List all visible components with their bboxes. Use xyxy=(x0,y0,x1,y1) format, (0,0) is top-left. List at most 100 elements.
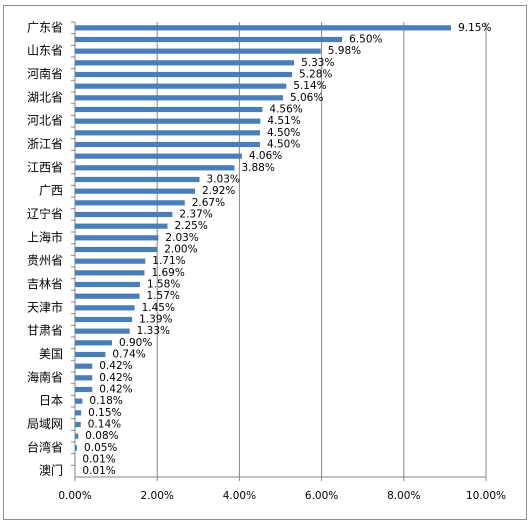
bar xyxy=(75,36,343,43)
value-label: 1.39% xyxy=(139,314,172,326)
bar xyxy=(75,316,133,323)
value-label: 2.37% xyxy=(179,209,212,221)
bar xyxy=(75,375,93,381)
y-tick-label: 浙江省 xyxy=(27,137,63,151)
value-label: 4.56% xyxy=(269,104,302,116)
y-tick-label: 江西省 xyxy=(27,160,63,174)
value-label: 1.33% xyxy=(137,325,170,337)
value-label: 0.05% xyxy=(84,442,117,454)
x-tick-label: 4.00% xyxy=(223,490,256,502)
y-tick-label: 美国 xyxy=(39,347,63,361)
bar xyxy=(75,281,140,288)
y-tick-label: 甘肃省 xyxy=(27,324,63,338)
value-label: 1.71% xyxy=(152,255,185,267)
x-tick-label: 10.00% xyxy=(466,490,506,502)
x-tick-label: 0.00% xyxy=(58,490,91,502)
bar xyxy=(75,293,140,299)
bar xyxy=(75,200,185,206)
value-label: 0.14% xyxy=(88,419,121,431)
bar xyxy=(75,71,293,78)
value-label: 3.03% xyxy=(207,174,240,186)
value-label: 2.67% xyxy=(192,197,225,209)
y-tick-label: 广东省 xyxy=(27,20,63,34)
y-tick-label: 台湾省 xyxy=(27,439,63,454)
bar xyxy=(75,25,452,31)
y-tick-label: 澳门 xyxy=(39,463,63,478)
bar xyxy=(75,351,106,358)
value-label: 0.01% xyxy=(82,465,115,477)
bar xyxy=(75,130,260,136)
bar xyxy=(75,48,321,54)
bar xyxy=(75,223,168,229)
value-label: 0.15% xyxy=(88,407,121,419)
bar xyxy=(75,188,196,194)
y-tick-label: 河北省 xyxy=(27,114,63,128)
value-label: 1.69% xyxy=(151,267,184,279)
y-tick-label: 日本 xyxy=(39,394,63,408)
bar xyxy=(75,386,93,393)
bar xyxy=(75,340,112,346)
value-label: 2.00% xyxy=(164,244,197,256)
bar xyxy=(75,153,242,159)
value-label: 0.18% xyxy=(89,395,122,407)
y-tick-label: 山东省 xyxy=(27,44,63,58)
value-label: 1.57% xyxy=(147,290,180,302)
bar xyxy=(75,83,287,89)
y-tick-label: 上海市 xyxy=(27,229,63,244)
bar xyxy=(75,445,78,451)
y-tick-label: 湖北省 xyxy=(27,89,63,104)
y-tick-label: 辽宁省 xyxy=(27,206,63,221)
value-label: 4.06% xyxy=(249,150,282,162)
value-label: 5.98% xyxy=(328,45,361,57)
bar xyxy=(75,60,295,66)
bar xyxy=(75,363,93,369)
bar xyxy=(75,118,261,124)
y-tick-label: 吉林省 xyxy=(27,277,63,291)
bar xyxy=(75,106,263,113)
bar xyxy=(75,328,130,334)
bar xyxy=(75,305,135,311)
value-label: 1.58% xyxy=(147,279,180,291)
value-label: 5.33% xyxy=(301,57,334,69)
bar xyxy=(75,176,200,183)
value-label: 2.92% xyxy=(202,185,235,197)
value-label: 0.74% xyxy=(112,349,145,361)
y-tick-label: 天津市 xyxy=(27,299,63,314)
value-label: 5.06% xyxy=(290,92,323,104)
y-tick-label: 广西 xyxy=(39,184,63,198)
value-label: 0.42% xyxy=(99,360,132,372)
bar xyxy=(75,270,145,276)
y-tick-label: 贵州省 xyxy=(27,254,63,268)
x-tick-label: 8.00% xyxy=(387,490,420,502)
bar xyxy=(75,211,173,218)
value-label: 5.14% xyxy=(293,80,326,92)
bar xyxy=(75,258,146,264)
value-label: 0.01% xyxy=(82,454,115,466)
value-label: 0.08% xyxy=(85,430,118,442)
bar xyxy=(75,235,159,241)
bar xyxy=(75,421,81,428)
x-tick-label: 2.00% xyxy=(141,490,174,502)
bar xyxy=(75,95,283,101)
value-label: 9.15% xyxy=(458,22,491,34)
x-tick-label: 6.00% xyxy=(305,490,338,502)
y-tick-label: 海南省 xyxy=(27,369,63,384)
value-label: 0.42% xyxy=(99,384,132,396)
value-label: 3.88% xyxy=(241,162,274,174)
bar xyxy=(75,246,158,253)
bar xyxy=(75,410,82,416)
y-tick-label: 河南省 xyxy=(27,66,63,81)
bar xyxy=(75,398,83,404)
value-label: 5.28% xyxy=(299,69,332,81)
bar xyxy=(75,433,79,439)
value-label: 6.50% xyxy=(349,34,382,46)
bar xyxy=(75,141,260,148)
value-label: 1.45% xyxy=(142,302,175,314)
value-label: 2.25% xyxy=(174,220,207,232)
value-label: 0.42% xyxy=(99,372,132,384)
value-label: 4.50% xyxy=(267,139,300,151)
value-label: 4.50% xyxy=(267,127,300,139)
value-label: 0.90% xyxy=(119,337,152,349)
